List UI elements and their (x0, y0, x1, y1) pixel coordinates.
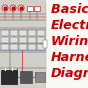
Bar (10, 44, 18, 50)
Text: Wiring: Wiring (51, 35, 88, 48)
Bar (34, 6, 40, 11)
Bar (20, 71, 32, 83)
Bar (0, 0, 46, 88)
Text: Electr: Electr (51, 19, 88, 32)
Bar (28, 37, 36, 43)
Bar (19, 37, 27, 43)
Circle shape (10, 5, 16, 11)
Bar (19, 30, 27, 36)
Bar (37, 30, 45, 36)
Text: Basic Auto: Basic Auto (51, 3, 88, 16)
Bar (28, 30, 36, 36)
Bar (1, 30, 9, 36)
Bar (37, 37, 45, 43)
Bar (1, 70, 17, 84)
Bar (35, 72, 45, 82)
Bar (10, 30, 18, 36)
Bar (10, 37, 18, 43)
Circle shape (2, 5, 8, 11)
Circle shape (18, 5, 24, 11)
Bar (46, 0, 88, 88)
Text: Harnes: Harnes (51, 51, 88, 64)
Bar (37, 44, 45, 50)
Bar (43, 40, 47, 48)
Bar (1, 37, 9, 43)
Bar (27, 6, 33, 11)
Text: Diagr: Diagr (51, 67, 88, 80)
Bar (28, 44, 36, 50)
Bar (1, 44, 9, 50)
Bar (19, 44, 27, 50)
